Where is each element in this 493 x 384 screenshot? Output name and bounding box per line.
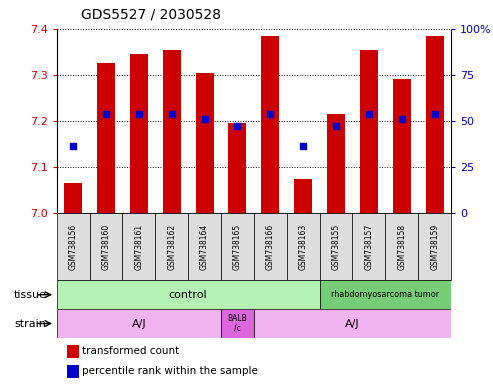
Bar xyxy=(122,213,155,280)
Point xyxy=(135,111,143,117)
Bar xyxy=(228,123,246,213)
Text: BALB
/c: BALB /c xyxy=(228,314,247,333)
Bar xyxy=(360,50,378,213)
Bar xyxy=(327,114,345,213)
Point xyxy=(168,111,176,117)
Text: percentile rank within the sample: percentile rank within the sample xyxy=(82,366,258,376)
Text: GSM738158: GSM738158 xyxy=(397,223,406,270)
Bar xyxy=(188,213,221,280)
Text: GSM738155: GSM738155 xyxy=(332,223,341,270)
Bar xyxy=(319,213,352,280)
Text: GSM738157: GSM738157 xyxy=(364,223,373,270)
Bar xyxy=(163,50,181,213)
Bar xyxy=(386,213,418,280)
Text: GSM738164: GSM738164 xyxy=(200,223,209,270)
Text: strain: strain xyxy=(14,318,46,329)
Bar xyxy=(254,213,287,280)
Point xyxy=(102,111,110,117)
Text: tissue: tissue xyxy=(14,290,47,300)
Point xyxy=(398,116,406,122)
Bar xyxy=(221,213,254,280)
Point xyxy=(266,111,274,117)
Bar xyxy=(57,280,319,309)
Text: GSM738161: GSM738161 xyxy=(135,223,143,270)
Point xyxy=(431,111,439,117)
Text: rhabdomyosarcoma tumor: rhabdomyosarcoma tumor xyxy=(331,290,439,299)
Text: transformed count: transformed count xyxy=(82,346,179,356)
Text: GDS5527 / 2030528: GDS5527 / 2030528 xyxy=(81,7,221,21)
Text: A/J: A/J xyxy=(132,318,146,329)
Bar xyxy=(418,213,451,280)
Bar xyxy=(319,280,451,309)
Bar xyxy=(287,213,319,280)
Point xyxy=(299,143,307,149)
Text: GSM738162: GSM738162 xyxy=(167,223,176,270)
Bar xyxy=(261,36,280,213)
Bar xyxy=(64,183,82,213)
Bar xyxy=(393,79,411,213)
Text: GSM738165: GSM738165 xyxy=(233,223,242,270)
Bar xyxy=(254,309,451,338)
Bar xyxy=(130,54,148,213)
Text: GSM738163: GSM738163 xyxy=(299,223,308,270)
Point xyxy=(332,122,340,129)
Text: A/J: A/J xyxy=(345,318,360,329)
Text: control: control xyxy=(169,290,208,300)
Text: GSM738160: GSM738160 xyxy=(102,223,110,270)
Point xyxy=(365,111,373,117)
Point xyxy=(234,122,242,129)
Bar xyxy=(352,213,386,280)
Bar xyxy=(221,309,254,338)
Bar xyxy=(57,309,221,338)
Bar xyxy=(97,63,115,213)
Bar xyxy=(294,179,312,213)
Bar xyxy=(196,73,213,213)
Point xyxy=(69,143,77,149)
Text: GSM738159: GSM738159 xyxy=(430,223,439,270)
Text: GSM738166: GSM738166 xyxy=(266,223,275,270)
Bar xyxy=(425,36,444,213)
Point xyxy=(201,116,209,122)
Bar xyxy=(155,213,188,280)
Bar xyxy=(57,213,90,280)
Text: GSM738156: GSM738156 xyxy=(69,223,77,270)
Bar xyxy=(90,213,122,280)
